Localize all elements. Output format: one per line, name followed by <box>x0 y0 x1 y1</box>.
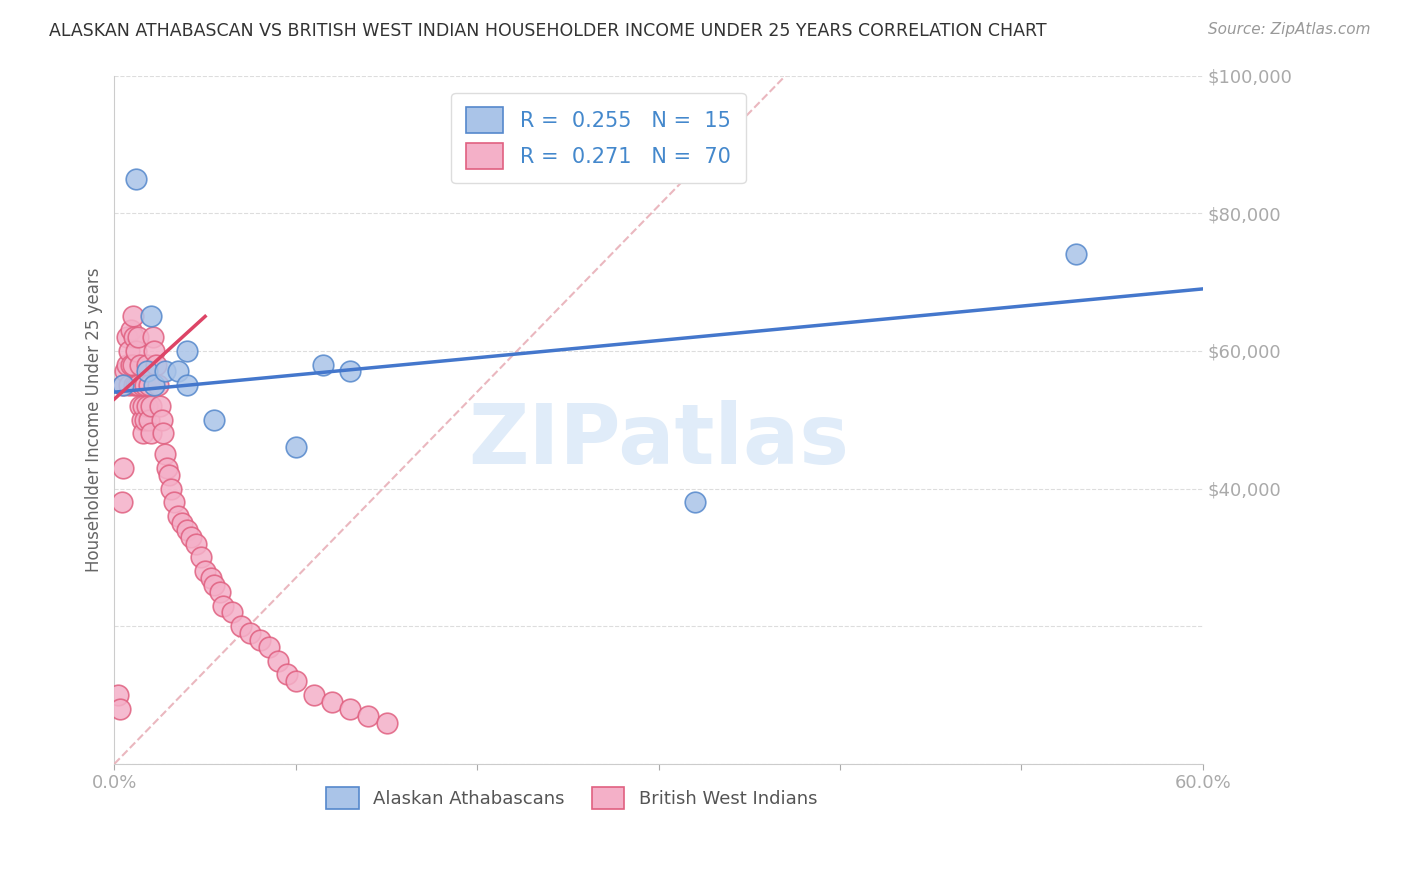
Point <box>152 426 174 441</box>
Point <box>134 378 156 392</box>
Point <box>339 364 361 378</box>
Point <box>170 516 193 530</box>
Point <box>257 640 280 654</box>
Point <box>136 399 159 413</box>
Y-axis label: Householder Income Under 25 years: Householder Income Under 25 years <box>86 268 103 572</box>
Point <box>357 708 380 723</box>
Point <box>112 460 135 475</box>
Point <box>221 606 243 620</box>
Point <box>302 688 325 702</box>
Point <box>202 578 225 592</box>
Point <box>276 667 298 681</box>
Point <box>150 412 173 426</box>
Text: ZIPatlas: ZIPatlas <box>468 400 849 481</box>
Point <box>184 536 207 550</box>
Point <box>115 358 138 372</box>
Point <box>107 688 129 702</box>
Point <box>321 695 343 709</box>
Point <box>124 378 146 392</box>
Point <box>284 674 307 689</box>
Point <box>121 310 143 324</box>
Point <box>138 412 160 426</box>
Point <box>136 364 159 378</box>
Point <box>118 378 141 392</box>
Point <box>111 495 134 509</box>
Point <box>125 343 148 358</box>
Point <box>153 364 176 378</box>
Text: ALASKAN ATHABASCAN VS BRITISH WEST INDIAN HOUSEHOLDER INCOME UNDER 25 YEARS CORR: ALASKAN ATHABASCAN VS BRITISH WEST INDIA… <box>49 22 1047 40</box>
Point <box>139 399 162 413</box>
Point <box>266 654 288 668</box>
Point <box>114 364 136 378</box>
Point <box>128 399 150 413</box>
Point <box>131 412 153 426</box>
Point <box>121 358 143 372</box>
Point <box>125 378 148 392</box>
Point <box>143 378 166 392</box>
Point <box>134 412 156 426</box>
Point <box>139 426 162 441</box>
Point <box>125 171 148 186</box>
Legend: Alaskan Athabascans, British West Indians: Alaskan Athabascans, British West Indian… <box>312 772 831 823</box>
Point <box>375 715 398 730</box>
Point <box>339 702 361 716</box>
Point <box>156 460 179 475</box>
Point <box>128 358 150 372</box>
Point <box>141 330 163 344</box>
Point <box>146 378 169 392</box>
Point <box>208 584 231 599</box>
Point <box>239 626 262 640</box>
Point <box>194 564 217 578</box>
Point <box>202 412 225 426</box>
Point <box>124 330 146 344</box>
Point <box>312 358 335 372</box>
Point <box>284 440 307 454</box>
Point <box>115 330 138 344</box>
Point <box>159 482 181 496</box>
Point <box>176 523 198 537</box>
Point <box>167 509 190 524</box>
Point <box>176 378 198 392</box>
Point <box>139 310 162 324</box>
Point <box>212 599 235 613</box>
Point <box>180 530 202 544</box>
Point <box>112 378 135 392</box>
Point <box>120 323 142 337</box>
Point <box>136 358 159 372</box>
Point <box>249 632 271 647</box>
Point <box>138 378 160 392</box>
Point <box>143 343 166 358</box>
Point <box>153 447 176 461</box>
Point <box>132 399 155 413</box>
Point <box>132 426 155 441</box>
Point <box>108 702 131 716</box>
Point <box>176 343 198 358</box>
Point <box>157 467 180 482</box>
Point <box>118 343 141 358</box>
Point <box>131 378 153 392</box>
Point <box>127 378 149 392</box>
Point <box>231 619 253 633</box>
Point <box>127 330 149 344</box>
Point <box>163 495 186 509</box>
Point <box>112 378 135 392</box>
Point <box>683 495 706 509</box>
Point <box>145 358 167 372</box>
Point <box>120 358 142 372</box>
Text: Source: ZipAtlas.com: Source: ZipAtlas.com <box>1208 22 1371 37</box>
Point <box>149 399 172 413</box>
Point <box>1064 247 1087 261</box>
Point <box>167 364 190 378</box>
Point <box>190 550 212 565</box>
Point <box>200 571 222 585</box>
